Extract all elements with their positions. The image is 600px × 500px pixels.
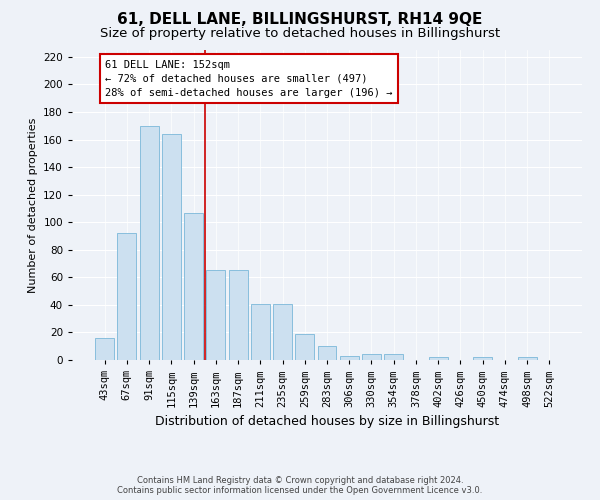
Text: 61 DELL LANE: 152sqm
← 72% of detached houses are smaller (497)
28% of semi-deta: 61 DELL LANE: 152sqm ← 72% of detached h… bbox=[105, 60, 392, 98]
Text: 61, DELL LANE, BILLINGSHURST, RH14 9QE: 61, DELL LANE, BILLINGSHURST, RH14 9QE bbox=[118, 12, 482, 28]
Bar bbox=[362, 354, 381, 360]
Bar bbox=[229, 270, 248, 360]
Bar bbox=[473, 357, 492, 360]
Bar bbox=[184, 212, 203, 360]
Bar bbox=[251, 304, 270, 360]
Bar bbox=[118, 233, 136, 360]
Bar bbox=[162, 134, 181, 360]
Text: Size of property relative to detached houses in Billingshurst: Size of property relative to detached ho… bbox=[100, 28, 500, 40]
Bar bbox=[206, 270, 225, 360]
Bar bbox=[384, 354, 403, 360]
Bar bbox=[340, 356, 359, 360]
Bar bbox=[429, 357, 448, 360]
Bar bbox=[295, 334, 314, 360]
Bar bbox=[518, 357, 536, 360]
Bar bbox=[140, 126, 158, 360]
Bar bbox=[95, 338, 114, 360]
Y-axis label: Number of detached properties: Number of detached properties bbox=[28, 118, 38, 292]
Bar bbox=[317, 346, 337, 360]
Bar bbox=[273, 304, 292, 360]
X-axis label: Distribution of detached houses by size in Billingshurst: Distribution of detached houses by size … bbox=[155, 415, 499, 428]
Text: Contains HM Land Registry data © Crown copyright and database right 2024.
Contai: Contains HM Land Registry data © Crown c… bbox=[118, 476, 482, 495]
